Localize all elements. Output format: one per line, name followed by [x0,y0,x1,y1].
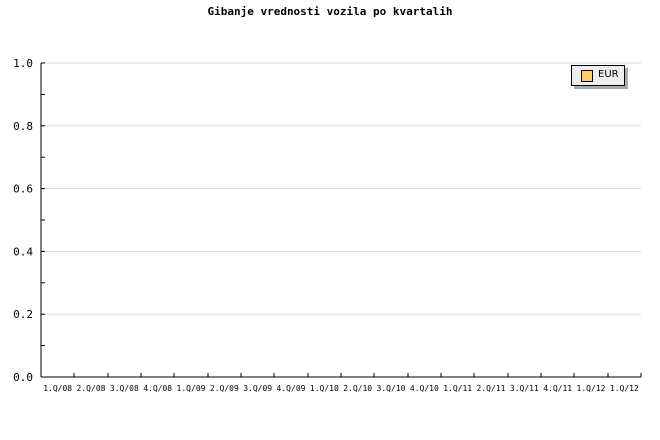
x-tick-label: 1.Q/12 [577,384,606,393]
x-tick-label: 3.Q/09 [243,384,272,393]
x-tick-label: 3.Q/11 [510,384,539,393]
y-tick-label: 0.0 [13,371,33,384]
x-tick-label: 2.Q/10 [343,384,372,393]
legend-label-eur: EUR [598,69,619,80]
x-tick-label: 2.Q/08 [77,384,106,393]
y-tick-label: 1.0 [13,57,33,70]
x-tick-label: 1.Q/08 [43,384,72,393]
x-tick-label: 4.Q/10 [410,384,439,393]
x-tick-label: 1.Q/10 [310,384,339,393]
legend-swatch-eur [581,70,593,82]
y-tick-label: 0.4 [13,245,33,258]
chart-title: Gibanje vrednosti vozila po kvartalih [207,5,453,18]
legend: EUR [571,65,625,86]
x-tick-label: 3.Q/10 [377,384,406,393]
y-tick-label: 0.6 [13,183,33,196]
x-tick-label: 4.Q/11 [543,384,572,393]
x-tick-label: 4.Q/09 [277,384,306,393]
x-tick-label: 1.Q/12 [610,384,639,393]
x-tick-label: 1.Q/11 [443,384,472,393]
x-tick-label: 4.Q/08 [143,384,172,393]
y-tick-label: 0.2 [13,308,33,321]
x-tick-label: 2.Q/11 [477,384,506,393]
y-tick-label: 0.8 [13,120,33,133]
x-tick-label: 2.Q/09 [210,384,239,393]
x-tick-label: 3.Q/08 [110,384,139,393]
x-tick-label: 1.Q/09 [177,384,206,393]
